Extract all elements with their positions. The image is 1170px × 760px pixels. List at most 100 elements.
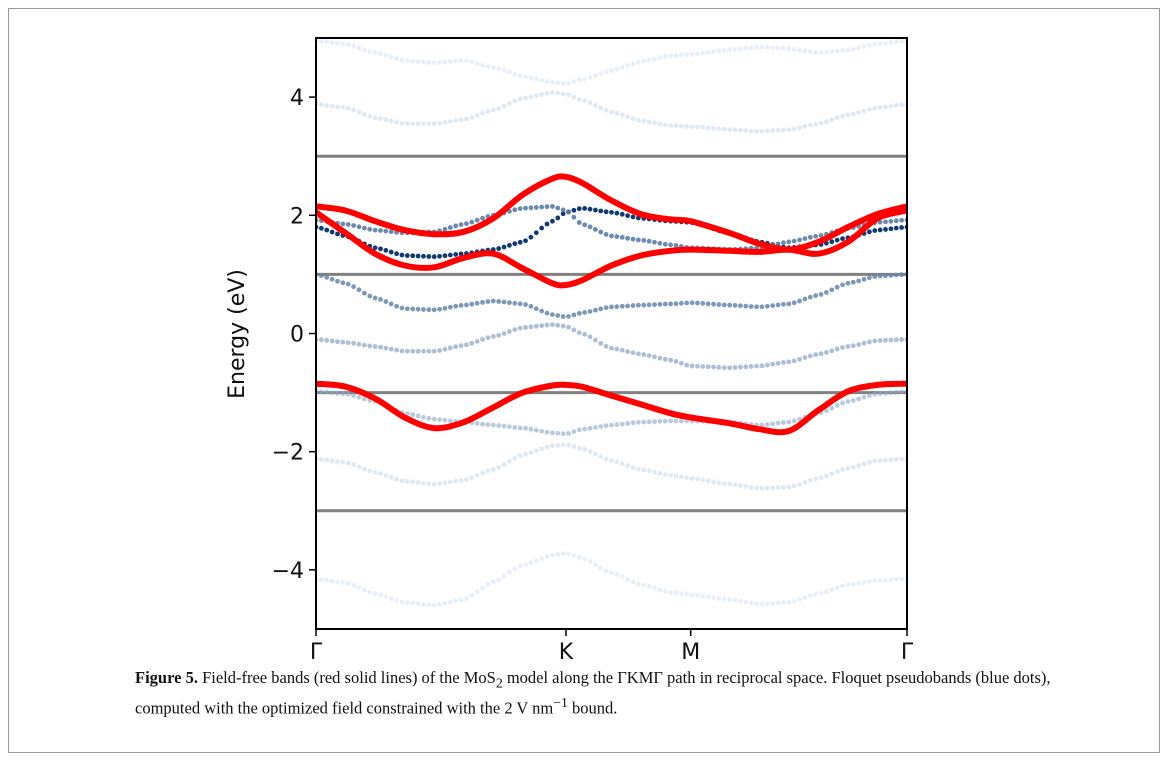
pseudoband-dot — [764, 485, 770, 491]
pseudoband-dot — [474, 300, 480, 306]
pseudoband-dot — [738, 46, 743, 52]
pseudoband-dot — [673, 301, 679, 307]
pseudoband-dot — [657, 55, 663, 61]
pseudoband-dot — [754, 44, 759, 50]
pseudoband-dot — [394, 476, 399, 482]
pseudoband-dot — [872, 578, 878, 584]
pseudoband-dot — [668, 472, 673, 478]
pseudoband-dot — [845, 112, 851, 118]
pseudoband-dot — [318, 389, 324, 395]
pseudoband-dot — [872, 391, 878, 397]
pseudoband-dot — [512, 71, 518, 77]
pseudoband-dot — [592, 337, 598, 343]
pseudoband-dot — [695, 300, 700, 306]
pseudoband-dot — [732, 365, 738, 370]
pseudoband-dot — [550, 443, 555, 449]
pseudoband-dot — [598, 454, 604, 460]
pseudoband-dot — [415, 121, 421, 127]
pseudoband-dot — [845, 280, 851, 286]
pseudoband-dot — [367, 589, 373, 595]
pseudoband-dot — [469, 219, 475, 225]
pseudoband-dot — [544, 204, 550, 210]
pseudoband-dot — [630, 236, 636, 242]
pseudoband-dot — [447, 252, 453, 258]
pseudoband-dot — [523, 205, 528, 211]
pseudoband-dot — [899, 217, 905, 223]
figure-frame — [8, 8, 1160, 753]
pseudoband-dot — [394, 303, 399, 309]
pseudoband-dot — [625, 213, 631, 219]
pseudoband-dot — [657, 470, 663, 476]
pseudoband-dot — [324, 274, 330, 280]
pseudoband-dot — [635, 351, 641, 357]
pseudoband-dot — [888, 577, 894, 583]
pseudoband-dot — [533, 76, 539, 82]
pseudoband-dot — [410, 58, 416, 64]
pseudoband-dot — [345, 340, 351, 346]
pseudoband-dot — [641, 58, 647, 64]
pseudoband-dot — [609, 422, 614, 428]
pseudoband-dot — [797, 356, 802, 362]
pseudoband-dot — [453, 251, 459, 257]
pseudoband-dot — [775, 45, 781, 51]
pseudoband-dot — [813, 352, 819, 358]
pseudoband-dot — [603, 107, 609, 113]
pseudoband-dot — [668, 53, 673, 59]
pseudoband-dot — [560, 551, 566, 557]
pseudoband-dot — [507, 458, 512, 464]
pseudoband-dot — [490, 467, 496, 472]
pseudoband-dot — [378, 471, 383, 476]
pseudoband-dot — [447, 345, 453, 351]
pseudoband-dot — [684, 362, 690, 368]
pseudoband-dot — [743, 128, 749, 133]
caption-superscript: −1 — [553, 695, 568, 711]
pseudoband-dot — [329, 276, 335, 282]
pseudoband-dot — [566, 551, 571, 557]
pseudoband-dot — [469, 115, 475, 120]
pseudoband-dot — [351, 582, 357, 588]
pseudoband-series — [316, 442, 907, 491]
pseudoband-dot — [791, 598, 797, 604]
pseudoband-dot — [560, 207, 566, 213]
pseudoband-dot — [324, 577, 330, 583]
pseudoband-dot — [587, 309, 593, 314]
pseudoband-dot — [893, 225, 899, 231]
pseudoband-dot — [485, 108, 491, 114]
pseudoband-dot — [813, 293, 819, 298]
pseudoband-dot — [888, 218, 894, 224]
pseudoband-dot — [657, 355, 663, 361]
pseudoband-dot — [560, 431, 566, 437]
pseudoband-dot — [388, 301, 394, 307]
pseudoband-dot — [361, 466, 367, 472]
pseudoband-dot — [791, 126, 797, 132]
pseudoband-dot — [539, 77, 545, 83]
pseudoband-dot — [490, 107, 496, 113]
pseudoband-dot — [770, 600, 776, 606]
pseudoband-dot — [705, 301, 711, 307]
pseudoband-dot — [372, 344, 378, 349]
pseudoband-dot — [490, 579, 496, 585]
pseudoband-dot — [329, 40, 335, 46]
pseudoband-dot — [340, 280, 346, 286]
pseudoband-dot — [834, 237, 840, 243]
pseudoband-dot — [872, 458, 878, 464]
pseudoband-dot — [501, 244, 507, 250]
pseudoband-dot — [652, 302, 657, 308]
pseudoband-dot — [786, 127, 792, 133]
pseudoband-dot — [335, 459, 340, 464]
pseudoband-dot — [689, 300, 695, 306]
pseudoband-dot — [850, 343, 856, 349]
pseudoband-dot — [813, 591, 819, 597]
pseudoband-dot — [603, 423, 609, 429]
pseudoband-dot — [404, 58, 410, 63]
pseudoband-dot — [893, 218, 899, 224]
pseudoband-dot — [474, 589, 480, 594]
pseudoband-dot — [356, 224, 362, 230]
pseudoband-dot — [743, 364, 749, 370]
pseudoband-dot — [840, 113, 845, 119]
pseudoband-dot — [501, 423, 507, 429]
y-tick-label: 4 — [290, 86, 304, 111]
pseudoband-dot — [464, 596, 469, 601]
pseudoband-dot — [550, 322, 555, 328]
pseudoband-dot — [458, 58, 464, 63]
